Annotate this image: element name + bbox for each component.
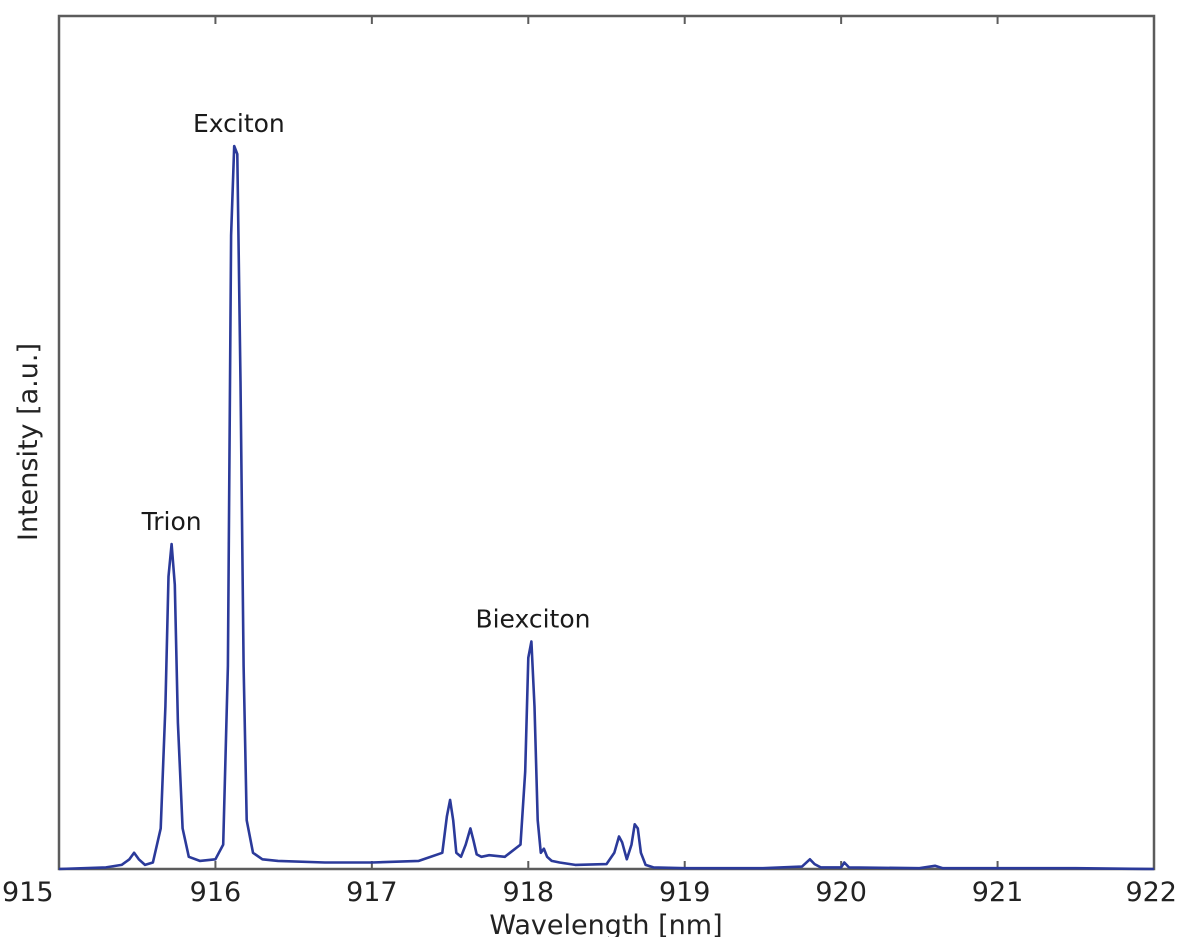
x-axis-tick-labels: 915 916 917 918 919 920 921 922 <box>2 877 1177 908</box>
x-tick-label: 920 <box>815 877 867 908</box>
x-tick-label: 919 <box>659 877 711 908</box>
spectrum-series-line <box>58 144 1155 871</box>
x-tick-label: 918 <box>503 877 555 908</box>
x-axis-ticks <box>58 16 1155 869</box>
y-axis-title: Intensity [a.u.] <box>13 343 44 541</box>
x-axis-title: Wavelength [nm] <box>489 910 722 937</box>
x-tick-label: 922 <box>1125 877 1177 908</box>
annotation-trion: Trion <box>141 507 202 536</box>
x-tick-label: 916 <box>190 877 242 908</box>
x-tick-label: 915 <box>2 877 54 908</box>
annotation-exciton: Exciton <box>193 109 285 138</box>
peak-annotations: Exciton Trion Biexciton <box>141 109 591 634</box>
annotation-biexciton: Biexciton <box>475 604 590 633</box>
x-tick-label: 917 <box>346 877 398 908</box>
x-tick-label: 921 <box>972 877 1024 908</box>
plot-frame <box>57 14 1156 871</box>
